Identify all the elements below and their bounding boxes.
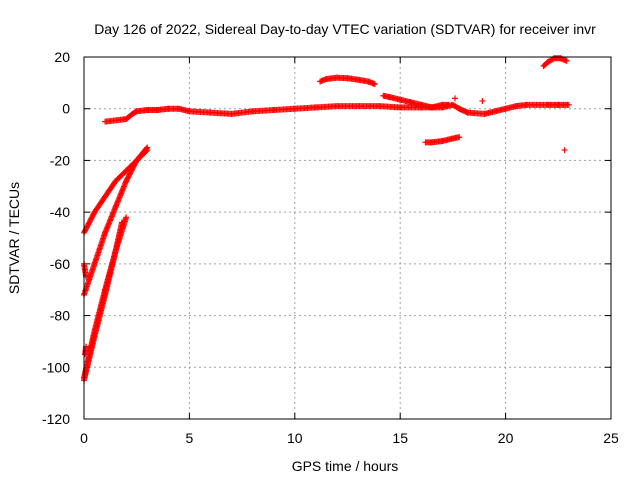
x-tick-label: 10 bbox=[287, 430, 303, 446]
y-axis-label: SDTVAR / TECUs bbox=[6, 182, 22, 294]
y-tick-label: -100 bbox=[42, 359, 70, 375]
data-point bbox=[143, 145, 150, 152]
data-point bbox=[561, 147, 568, 154]
data-point bbox=[123, 214, 130, 221]
series-ramps bbox=[81, 144, 151, 384]
data-point bbox=[565, 101, 572, 108]
data-point bbox=[82, 351, 89, 358]
y-tick-label: 20 bbox=[54, 49, 70, 65]
data-series bbox=[81, 55, 572, 384]
series-main-band bbox=[102, 101, 572, 125]
data-point bbox=[479, 97, 486, 104]
data-point bbox=[144, 144, 151, 151]
grid-lines bbox=[84, 57, 611, 419]
y-tick-label: -120 bbox=[42, 411, 70, 427]
x-tick-labels: 0 5 10 15 20 25 bbox=[80, 430, 619, 446]
data-point bbox=[445, 101, 452, 108]
chart-title: Day 126 of 2022, Sidereal Day-to-day VTE… bbox=[94, 21, 596, 37]
x-tick-label: 20 bbox=[498, 430, 514, 446]
y-tick-label: 0 bbox=[62, 101, 70, 117]
x-tick-label: 25 bbox=[603, 430, 619, 446]
y-tick-label: -20 bbox=[50, 152, 70, 168]
data-point bbox=[371, 81, 378, 88]
y-tick-labels: -120 -100 -80 -60 -40 -20 0 20 bbox=[42, 49, 70, 427]
plot-frame bbox=[83, 56, 612, 420]
x-tick-label: 0 bbox=[80, 430, 88, 446]
data-point bbox=[456, 134, 463, 141]
y-tick-label: -80 bbox=[50, 308, 70, 324]
x-axis-label: GPS time / hours bbox=[292, 458, 399, 474]
y-tick-label: -60 bbox=[50, 256, 70, 272]
data-point bbox=[452, 95, 459, 102]
series-arcs bbox=[81, 55, 570, 358]
data-point bbox=[563, 57, 570, 64]
y-tick-label: -40 bbox=[50, 204, 70, 220]
x-tick-label: 15 bbox=[392, 430, 408, 446]
series-isolated bbox=[452, 95, 568, 154]
x-tick-label: 5 bbox=[186, 430, 194, 446]
